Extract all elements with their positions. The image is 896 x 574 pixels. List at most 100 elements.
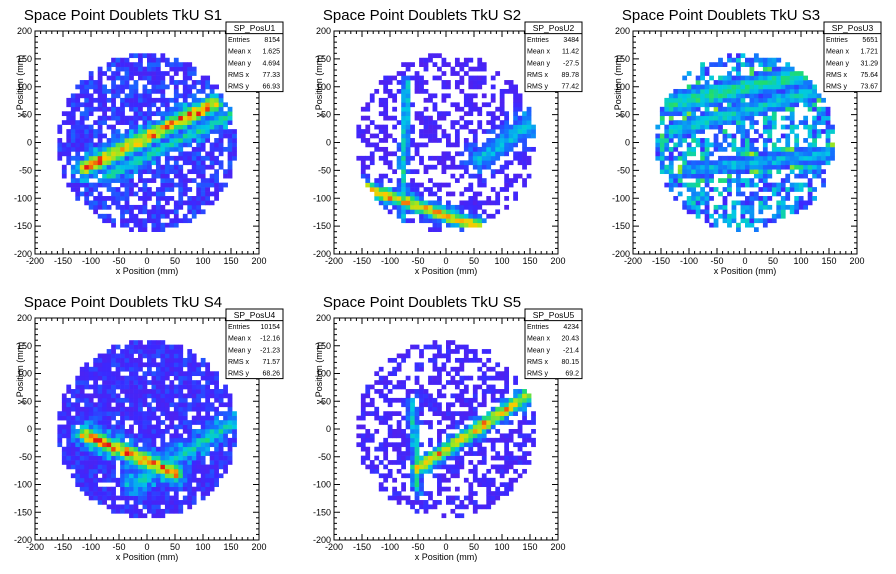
heatmap-cell	[704, 196, 710, 201]
heatmap-cell	[106, 468, 112, 474]
heatmap-cell	[75, 473, 81, 479]
heatmap-cell	[446, 446, 451, 452]
heatmap-cell	[767, 155, 773, 161]
heatmap-cell	[160, 393, 166, 399]
y-tick-label: 200	[17, 26, 32, 36]
heatmap-cell	[178, 115, 184, 121]
heatmap-cell	[472, 142, 478, 148]
heatmap-cell	[472, 93, 478, 99]
heatmap-cell	[214, 129, 219, 134]
heatmap-cell	[713, 187, 719, 192]
heatmap-cell	[115, 380, 121, 385]
heatmap-cell	[187, 437, 193, 443]
heatmap-cell	[151, 349, 157, 354]
heatmap-cell	[129, 115, 134, 121]
heatmap-cell	[120, 424, 125, 430]
heatmap-cell	[468, 187, 474, 192]
heatmap-cell	[79, 406, 85, 412]
heatmap-cell	[762, 75, 768, 81]
heatmap-cell	[124, 138, 130, 143]
heatmap-cell	[682, 204, 688, 210]
heatmap-cell	[392, 460, 398, 465]
heatmap-cell	[209, 420, 215, 425]
heatmap-cell	[499, 133, 505, 139]
stats-box-name: SP_PosU1	[234, 23, 276, 33]
heatmap-cell	[200, 155, 206, 161]
heatmap-cell	[142, 182, 148, 188]
heatmap-cell	[155, 66, 161, 72]
heatmap-cell	[129, 344, 134, 350]
heatmap-cell	[115, 84, 121, 90]
heatmap-cell	[187, 84, 193, 90]
heatmap-cell	[776, 155, 782, 161]
heatmap-cell	[151, 380, 157, 385]
heatmap-cell	[360, 160, 366, 166]
heatmap-cell	[169, 420, 175, 425]
heatmap-cell	[102, 486, 107, 492]
heatmap-cell	[758, 106, 764, 112]
heatmap-cell	[722, 129, 728, 134]
heatmap-cell	[423, 455, 429, 461]
heatmap-cell	[191, 429, 197, 434]
heatmap-cell	[508, 142, 514, 148]
heatmap-cell	[187, 495, 193, 501]
x-tick-label: -50	[112, 542, 125, 552]
heatmap-cell	[70, 142, 76, 148]
heatmap-cell	[124, 433, 130, 439]
heatmap-cell	[522, 115, 527, 121]
heatmap-cell	[463, 102, 469, 108]
heatmap-cell	[731, 115, 737, 121]
heatmap-cell	[160, 204, 166, 210]
heatmap-cell	[115, 173, 121, 179]
y-tick-label: 150	[316, 54, 331, 64]
heatmap-cell	[753, 102, 759, 108]
heatmap-cell	[97, 397, 103, 403]
heatmap-cell	[745, 169, 750, 175]
heatmap-cell	[762, 146, 768, 152]
heatmap-cell	[133, 402, 139, 408]
heatmap-cell	[508, 84, 514, 90]
heatmap-cell	[486, 200, 492, 206]
heatmap-cell	[718, 129, 723, 134]
heatmap-cell	[365, 433, 371, 439]
heatmap-cell	[209, 415, 215, 421]
heatmap-cell	[129, 191, 134, 197]
heatmap-cell	[178, 464, 184, 470]
heatmap-cell	[84, 424, 90, 430]
heatmap-cell	[214, 393, 219, 399]
heatmap-cell	[169, 362, 175, 368]
heatmap-cell	[423, 142, 429, 148]
heatmap-cell	[191, 415, 197, 421]
heatmap-cell	[495, 196, 501, 201]
heatmap-cell	[812, 187, 817, 192]
heatmap-cell	[437, 187, 442, 192]
heatmap-cell	[155, 415, 161, 421]
heatmap-cell	[396, 155, 402, 161]
heatmap-cell	[155, 362, 161, 368]
heatmap-cell	[410, 433, 415, 439]
heatmap-cell	[428, 451, 433, 456]
heatmap-cell	[771, 151, 777, 157]
heatmap-cell	[495, 169, 501, 175]
chart-panel-3: Space Point Doublets TkU S3-200 -150 -100-…	[612, 7, 882, 276]
heatmap-cell	[695, 129, 701, 134]
heatmap-cell	[115, 366, 121, 372]
stats-value: 8154	[264, 37, 280, 44]
heatmap-cell	[227, 138, 233, 143]
heatmap-cell	[232, 433, 237, 439]
x-axis-label: x Position (mm)	[116, 552, 179, 562]
heatmap-cell	[173, 62, 179, 67]
heatmap-cell	[187, 209, 193, 215]
heatmap-cell	[704, 204, 710, 210]
heatmap-cell	[191, 353, 197, 359]
chart-title: Space Point Doublets TkU S1	[24, 7, 222, 24]
heatmap-cell	[178, 420, 184, 425]
heatmap-cell	[481, 142, 487, 148]
heatmap-cell	[468, 209, 474, 215]
heatmap-cell	[155, 88, 161, 94]
heatmap-cell	[513, 196, 518, 201]
heatmap-cell	[120, 433, 125, 439]
heatmap-cell	[57, 151, 63, 157]
heatmap-cell	[360, 164, 366, 170]
heatmap-cell	[160, 500, 166, 505]
